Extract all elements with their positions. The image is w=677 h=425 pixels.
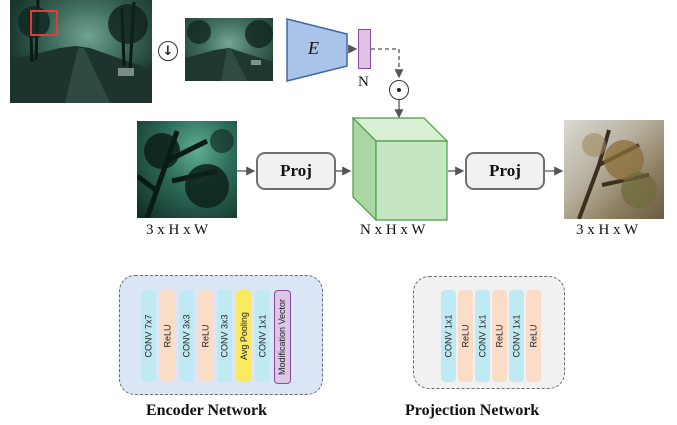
encoder-layer-label: CONV 3x3 bbox=[219, 314, 230, 358]
encoder-layer: ReLU bbox=[160, 290, 175, 382]
encoder-network-title: Encoder Network bbox=[146, 402, 268, 419]
projection-layer-label: ReLU bbox=[460, 324, 471, 348]
projection-layer: CONV 1x1 bbox=[509, 290, 524, 382]
projection-layer: CONV 1x1 bbox=[475, 290, 490, 382]
encoder-layer-label: CONV 1x1 bbox=[257, 314, 268, 358]
input-dims-label: 3 x H x W bbox=[146, 222, 209, 238]
night-scene-image bbox=[10, 0, 152, 103]
encoder-layer: ReLU bbox=[198, 290, 213, 382]
projection-layer: ReLU bbox=[526, 290, 541, 382]
encoder-layer: CONV 3x3 bbox=[217, 290, 232, 382]
projection-layer: ReLU bbox=[492, 290, 507, 382]
encoder-layer-label: ReLU bbox=[200, 324, 211, 348]
downsample-icon: ↓ bbox=[158, 41, 178, 61]
encoder-block bbox=[286, 18, 348, 82]
encoder-label: E bbox=[308, 38, 319, 58]
vector-label: N bbox=[358, 74, 369, 90]
crop-highlight-box bbox=[30, 10, 58, 36]
proj-block-1: Proj bbox=[256, 152, 336, 190]
modification-vector bbox=[358, 29, 371, 69]
encoder-layer-label: ReLU bbox=[162, 324, 173, 348]
encoder-layer: CONV 1x1 bbox=[255, 290, 270, 382]
projection-network-title: Projection Network bbox=[405, 402, 540, 419]
encoder-layer-label: CONV 3x3 bbox=[181, 314, 192, 358]
projection-layer-label: CONV 1x1 bbox=[477, 314, 488, 358]
feature-dims-label: N x H x W bbox=[360, 222, 426, 238]
encoder-layer-label: Avg Pooling bbox=[238, 312, 249, 360]
projection-layer-label: CONV 1x1 bbox=[443, 314, 454, 358]
projection-layer: CONV 1x1 bbox=[441, 290, 456, 382]
encoder-layer: Modification Vector bbox=[274, 290, 291, 384]
encoder-layer: CONV 3x3 bbox=[179, 290, 194, 382]
input-crop-image bbox=[137, 121, 237, 218]
multiply-icon bbox=[389, 80, 409, 100]
output-image bbox=[564, 120, 664, 219]
encoder-layer: CONV 7x7 bbox=[141, 290, 156, 382]
proj-block-2: Proj bbox=[465, 152, 545, 190]
encoder-layer: Avg Pooling bbox=[236, 290, 251, 382]
projection-layer-label: CONV 1x1 bbox=[511, 314, 522, 358]
encoder-layer-label: CONV 7x7 bbox=[143, 314, 154, 358]
feature-cube bbox=[352, 117, 448, 221]
downsampled-image bbox=[185, 18, 273, 81]
output-dims-label: 3 x H x W bbox=[576, 222, 639, 238]
projection-layer: ReLU bbox=[458, 290, 473, 382]
projection-layer-label: ReLU bbox=[528, 324, 539, 348]
encoder-layer-label: Modification Vector bbox=[277, 298, 288, 376]
projection-layer-label: ReLU bbox=[494, 324, 505, 348]
